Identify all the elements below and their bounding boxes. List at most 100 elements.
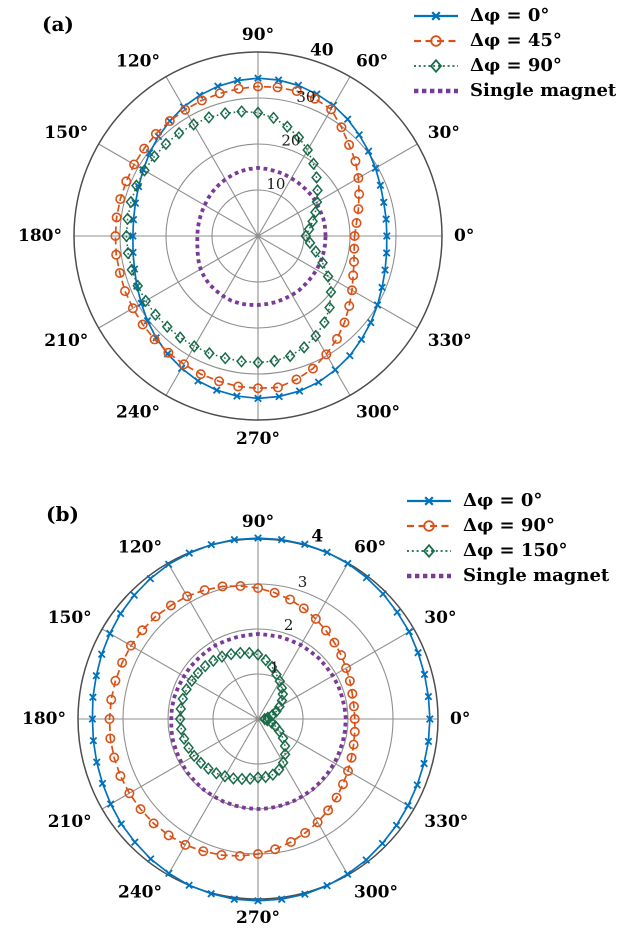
marker-circle — [291, 86, 302, 97]
marker-circle — [291, 374, 302, 385]
marker-circle — [321, 349, 332, 360]
marker-x — [117, 820, 126, 828]
theta-tick-label: 330° — [428, 331, 472, 351]
theta-tick-label: 300° — [356, 403, 400, 423]
theta-tick-label: 150° — [48, 608, 92, 628]
theta-tick-label: 180° — [18, 226, 62, 246]
marker-diamond — [148, 150, 160, 163]
marker-circle — [331, 792, 342, 803]
marker-circle — [216, 850, 227, 861]
marker-diamond — [195, 756, 207, 770]
marker-x — [254, 534, 262, 542]
legend-item: Single magnet — [406, 563, 609, 588]
legend-label: Δφ = 0° — [470, 5, 550, 26]
marker-circle — [114, 268, 125, 279]
marker-circle — [111, 212, 122, 223]
marker-circle — [423, 519, 435, 532]
marker-diamond — [186, 674, 198, 688]
marker-x — [323, 548, 331, 557]
marker-diamond — [188, 749, 200, 763]
marker-diamond — [243, 646, 255, 660]
marker-circle — [137, 319, 148, 330]
marker-x — [314, 378, 323, 387]
marker-circle — [349, 726, 360, 737]
marker-circle — [150, 611, 161, 622]
marker-diamond — [252, 106, 264, 120]
theta-tick-label: 0° — [454, 226, 474, 246]
marker-circle — [285, 837, 296, 848]
marker-diamond — [160, 137, 172, 151]
marker-x — [207, 889, 216, 898]
series-line-3 — [195, 165, 328, 307]
marker-x — [230, 535, 239, 544]
marker-diamond — [132, 279, 144, 293]
marker-circle — [310, 613, 321, 624]
marker-circle — [309, 93, 320, 104]
marker-circle — [348, 701, 359, 712]
legend-item: Δφ = 90° — [406, 513, 609, 538]
theta-tick-label: 270° — [236, 908, 280, 928]
marker-x — [382, 232, 391, 240]
marker-diamond — [225, 647, 237, 661]
marker-x — [274, 76, 283, 84]
theta-tick-label: 240° — [116, 403, 160, 423]
marker-x — [404, 801, 412, 810]
marker-circle — [109, 752, 120, 763]
legend-swatch — [414, 88, 458, 93]
marker-x — [362, 573, 371, 582]
legend-item: Δφ = 0° — [413, 3, 616, 28]
theta-tick-label: 300° — [354, 882, 398, 902]
marker-diamond — [227, 772, 239, 785]
marker-x — [431, 10, 441, 21]
marker-diamond — [281, 120, 293, 134]
marker-x — [426, 715, 434, 723]
marker-x — [146, 855, 155, 863]
marker-x — [382, 215, 390, 223]
marker-circle — [129, 159, 140, 170]
legend-swatch — [407, 519, 451, 532]
theta-tick-label: 120° — [118, 538, 162, 558]
series-line-3 — [169, 632, 348, 811]
marker-diamond — [325, 285, 337, 299]
marker-circle — [119, 286, 130, 297]
marker-x — [106, 800, 115, 808]
marker-circle — [163, 347, 174, 358]
marker-x — [233, 76, 242, 85]
marker-circle — [117, 657, 128, 668]
legend-label: Δφ = 90° — [470, 55, 562, 76]
marker-circle — [217, 581, 228, 592]
marker-diamond — [252, 771, 264, 784]
marker-circle — [285, 594, 296, 605]
marker-diamond — [312, 183, 323, 197]
marker-circle — [312, 817, 323, 828]
marker-diamond — [318, 316, 330, 329]
marker-diamond — [125, 195, 137, 209]
marker-circle — [298, 603, 309, 614]
marker-circle — [350, 156, 361, 167]
r-tick-label: 1 — [270, 659, 280, 677]
marker-circle — [307, 363, 318, 374]
marker-circle — [149, 334, 160, 345]
marker-diamond — [178, 732, 190, 746]
marker-x — [379, 198, 388, 207]
marker-x — [165, 869, 173, 878]
marker-circle — [214, 376, 225, 387]
marker-x — [130, 591, 139, 600]
marker-diamond — [161, 320, 173, 334]
marker-x — [88, 715, 97, 723]
marker-circle — [115, 194, 126, 205]
marker-x — [420, 759, 428, 768]
theta-tick-label: 0° — [450, 709, 470, 729]
marker-x — [98, 779, 107, 788]
marker-diamond — [236, 355, 247, 368]
marker-x — [106, 629, 114, 638]
legend-label: Δφ = 90° — [463, 515, 555, 536]
theta-tick-label: 30° — [428, 123, 460, 143]
marker-circle — [353, 204, 364, 215]
marker-x — [366, 318, 375, 327]
theta-tick-label: 60° — [354, 538, 386, 558]
theta-tick-label: 330° — [424, 812, 468, 832]
marker-circle — [347, 285, 358, 296]
marker-diamond — [131, 179, 142, 193]
